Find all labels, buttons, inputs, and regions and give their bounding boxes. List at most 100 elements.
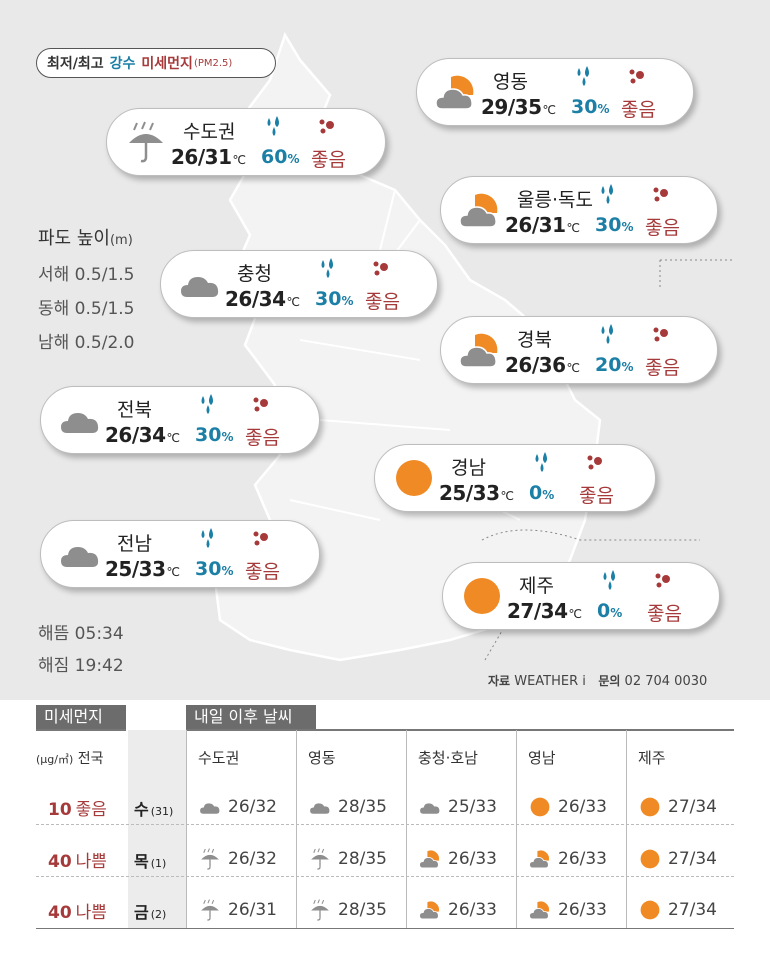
card-rain-pct: 0% [529,482,555,504]
dokdo-leader [659,259,735,290]
weather-map: 최저/최고 강수 미세먼지 (PM2.5) 수도권 26/31℃ 60% 좋음 … [0,0,770,700]
cloud-icon [310,803,330,814]
wave-title: 파도 높이(m) [38,228,133,249]
wave-row-east: 동해 0.5/1.5 [38,299,135,319]
cloud-icon [200,803,220,814]
forecast-temp: 26/33 [448,849,497,869]
sun-icon [640,797,660,817]
forecast-cell: 27/34 [638,897,717,923]
forecast-cell: 26/33 [418,897,497,923]
rain-drop-icon [201,394,213,414]
rain-icon [201,848,219,870]
cloud-icon [420,803,440,814]
col-head: 충청·호남 [418,749,478,767]
dust-cell: 40 나쁨 [48,852,107,872]
forecast-temp: 26/33 [558,849,607,869]
forecast-temp: 26/32 [228,849,277,869]
forecast-header: 내일 이후 날씨 [186,705,316,729]
dust-cell: 10 좋음 [48,800,107,820]
dust-icon [629,69,644,84]
card-gyeongnam: 경남 25/33℃ 0% 좋음 [374,444,656,512]
national-label: (μg/㎥) 전국 [36,751,104,767]
card-jeonnam: 전남 25/33℃ 30% 좋음 [40,520,320,588]
rain-icon [129,121,163,163]
card-temp: 26/34℃ [225,287,300,311]
card-dust: 좋음 [245,561,280,583]
card-rain-pct: 30% [315,288,354,310]
forecast-cell: 28/35 [308,897,387,923]
forecast-temp: 28/35 [338,797,387,817]
forecast-cell: 26/33 [528,846,607,872]
card-temp: 29/35℃ [481,95,556,119]
forecast-temp: 27/34 [668,797,717,817]
forecast-cell: 25/33 [418,794,497,820]
col-head: 수도권 [198,749,240,767]
sun-icon [530,797,550,817]
card-jeju: 제주 27/34℃ 0% 좋음 [442,562,720,630]
cloud-icon [181,277,219,297]
card-region: 충청 [237,263,272,285]
card-region: 전북 [117,399,152,421]
day-cell: 목 (1) [134,852,167,871]
row-divider [36,876,734,877]
dust-icon [655,573,670,588]
sun-cloud-icon [435,75,474,110]
source-name: WEATHER i [514,674,586,689]
forecast-temp: 26/33 [448,900,497,920]
legend-pm: (PM2.5) [193,57,233,69]
sunrise: 해뜸 05:34 [38,624,124,644]
jeju-leader-2 [484,599,521,661]
sun-cloud-icon [529,850,550,869]
dust-icon [653,187,668,202]
sun-cloud-icon [419,901,440,920]
sunset: 해짐 19:42 [38,656,124,676]
divider [296,730,297,928]
contact-phone: 02 704 0030 [624,674,708,689]
card-sudogwon: 수도권 26/31℃ 60% 좋음 [106,108,386,176]
forecast-temp: 26/33 [558,797,607,817]
forecast-temp: 26/33 [558,900,607,920]
day-cell: 금 (2) [134,903,167,922]
forecast-cell: 26/32 [198,794,277,820]
source-credit: 자료 WEATHER i 문의 02 704 0030 [488,672,707,689]
rain-drop-icon [201,528,213,548]
forecast-table: 미세먼지 내일 이후 날씨 (μg/㎥) 전국 수도권 영동 충청·호남 영남 … [0,700,770,968]
sun-cloud-icon [529,901,550,920]
card-rain-pct: 30% [571,96,610,118]
forecast-cell: 28/35 [308,846,387,872]
sun-icon [396,460,432,496]
sun-times: 해뜸 05:34 해짐 19:42 [38,618,124,682]
dust-cell: 40 나쁨 [48,903,107,923]
card-temp: 26/31℃ [171,145,246,169]
sun-icon [464,578,500,614]
card-region: 전남 [117,533,152,555]
card-ulleung: 울릉·독도 26/31℃ 30% 좋음 [440,176,718,244]
rain-drop-icon [267,116,279,136]
legend-temp: 최저/최고 [47,56,104,72]
card-dust: 좋음 [579,485,614,507]
card-temp: 25/33℃ [105,557,180,581]
card-region: 영동 [493,71,528,93]
dust-icon [253,397,268,412]
card-region: 제주 [519,575,554,597]
day-cell: 수 (31) [134,800,174,819]
jeju-leader [481,529,700,541]
card-rain-pct: 60% [261,146,300,168]
sun-icon [640,849,660,869]
source-label: 자료 [488,674,511,688]
card-rain-pct: 20% [595,354,634,376]
card-dust: 좋음 [311,149,346,171]
forecast-cell: 26/33 [528,794,607,820]
sun-cloud-icon [459,333,498,368]
divider [406,730,407,928]
card-temp: 25/33℃ [439,481,514,505]
sun-cloud-icon [459,193,498,228]
card-region: 수도권 [183,121,236,143]
dust-icon [587,455,602,470]
dust-header: 미세먼지 [36,705,126,729]
day-column [128,730,186,928]
legend-dust: 미세먼지 [141,56,193,72]
forecast-cell: 26/31 [198,897,277,923]
rain-drop-icon [321,258,333,278]
wave-height-panel: 파도 높이(m) 서해 0.5/1.5 동해 0.5/1.5 남해 0.5/2.… [38,222,134,360]
